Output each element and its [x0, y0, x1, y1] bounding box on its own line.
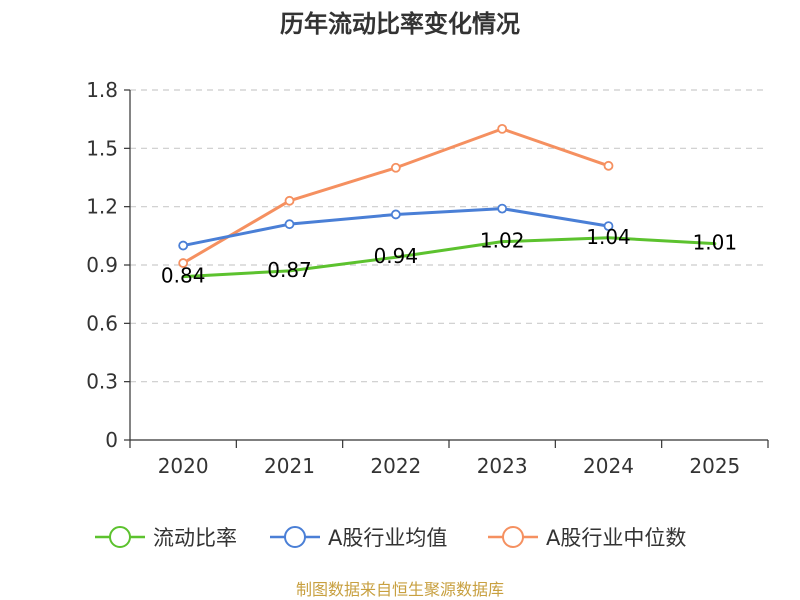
y-tick-label: 1.2 [86, 195, 118, 219]
data-point [178, 240, 189, 251]
y-tick-label: 0 [105, 428, 118, 452]
legend-marker [109, 526, 131, 548]
series-line [181, 127, 610, 265]
y-tick-label: 1.8 [86, 78, 118, 102]
data-label: 0.87 [267, 258, 312, 282]
x-tick-label: 2021 [264, 454, 315, 478]
data-label: 1.02 [480, 229, 525, 253]
y-tick-label: 0.3 [86, 370, 118, 394]
data-label: 1.01 [693, 231, 738, 255]
data-label: 0.84 [161, 264, 206, 288]
legend-marker [502, 526, 524, 548]
data-point [603, 221, 614, 232]
legend-label: 流动比率 [153, 526, 237, 550]
x-tick-label: 2023 [477, 454, 528, 478]
series-layer [178, 123, 717, 279]
axis-layer: 0 0.3 0.6 0.9 1.2 1.5 1.8 2020 2021 2022 2023 2024 2… [86, 78, 769, 478]
data-point [284, 195, 295, 206]
data-point [497, 203, 508, 214]
data-point [284, 219, 295, 230]
x-tick-label: 2024 [583, 454, 634, 478]
x-tick-label: 2022 [370, 454, 421, 478]
x-tick-label: 2020 [158, 454, 209, 478]
source-note: 制图数据来自恒生聚源数据库 [296, 580, 504, 599]
data-point [603, 160, 614, 171]
data-point [390, 162, 401, 173]
data-point [497, 123, 508, 134]
data-point [178, 258, 189, 268]
data-label-layer: 0.84 0.87 0.94 1.02 1.04 1.01 [161, 225, 737, 288]
legend: 流动比率 A股行业均值 A股行业中位数 [95, 526, 686, 550]
x-tick-label: 2025 [689, 454, 740, 478]
chart-title: 历年流动比率变化情况 [280, 10, 520, 38]
legend-label: A股行业均值 [328, 526, 447, 550]
series-line [181, 236, 717, 279]
y-tick-label: 0.6 [86, 311, 118, 335]
legend-marker [284, 526, 306, 548]
grid-layer [130, 89, 768, 383]
y-tick-label: 1.5 [86, 136, 118, 160]
y-tick-label: 0.9 [86, 253, 118, 277]
data-point [390, 209, 401, 220]
data-label: 1.04 [586, 225, 631, 249]
legend-label: A股行业中位数 [546, 526, 686, 550]
data-label: 0.94 [374, 244, 419, 268]
